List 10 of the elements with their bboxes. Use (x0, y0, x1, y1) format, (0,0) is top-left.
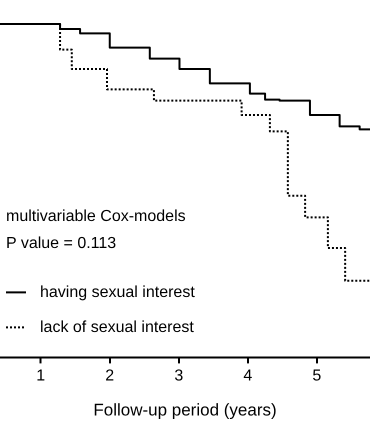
x-tick-label: 3 (174, 367, 184, 384)
x-tick-label: 2 (105, 367, 114, 384)
x-tick-label: 1 (36, 367, 46, 384)
legend-label: lack of sexual interest (40, 318, 194, 336)
annotation: P value = 0.113 (6, 234, 116, 252)
x-tick-label: 5 (312, 367, 322, 384)
annotation: multivariable Cox-models (6, 208, 186, 225)
legend-label: having sexual interest (40, 284, 196, 301)
x-tick-label: 4 (243, 367, 252, 384)
x-axis-title: Follow-up period (years) (93, 400, 277, 420)
